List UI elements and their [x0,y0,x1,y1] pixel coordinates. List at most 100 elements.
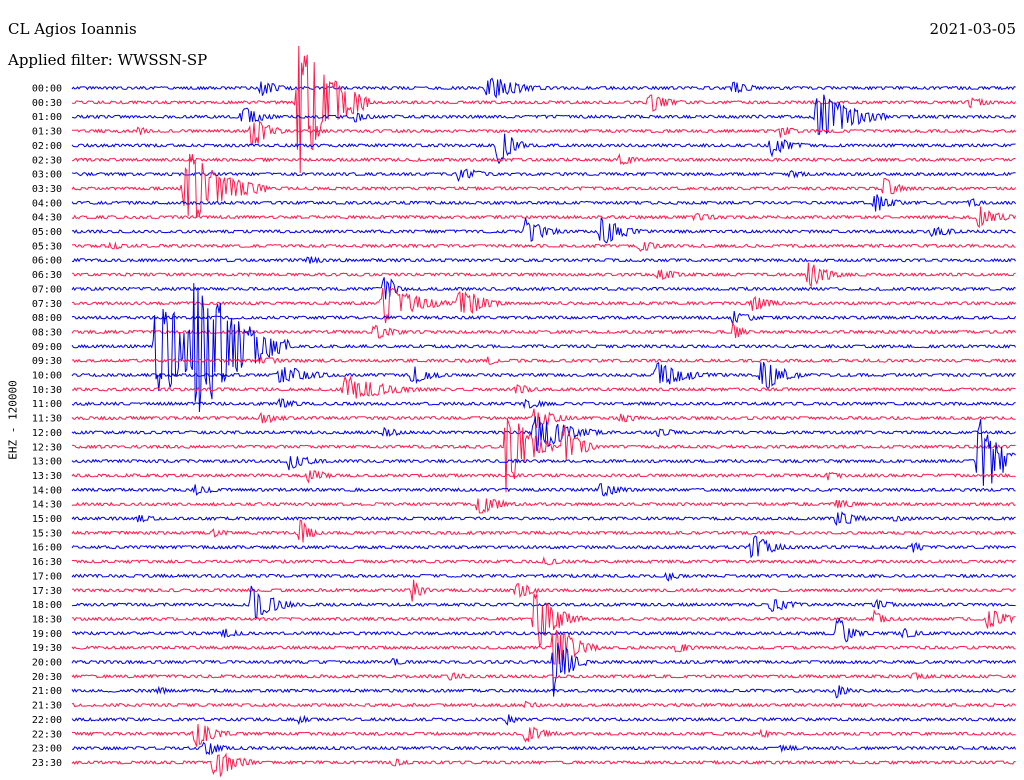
trace-line [71,77,1016,99]
time-label: 14:30 [32,500,62,511]
time-label: 19:00 [32,629,62,640]
time-label: 02:00 [32,141,62,152]
trace-line [71,45,1017,174]
time-label: 22:30 [32,729,62,740]
trace-line [71,579,1016,602]
time-label: 21:30 [32,701,62,712]
time-label: 01:00 [32,112,62,123]
time-label: 20:30 [32,672,62,683]
trace-line [71,361,1016,390]
trace-line [71,498,1016,514]
trace-line [71,256,1017,265]
trace-line [71,120,1016,146]
time-label: 20:00 [32,658,62,669]
trace-line [71,375,1016,399]
time-label: 09:30 [32,356,62,367]
trace-line [71,418,1016,493]
time-label: 21:00 [32,686,62,697]
trace-line [71,397,1016,410]
trace-line [71,194,1017,212]
time-label: 16:00 [32,543,62,554]
trace-line [71,206,1017,229]
time-label: 12:00 [32,428,62,439]
trace-line [71,672,1017,681]
time-label: 14:00 [32,485,62,496]
trace-line [71,593,1016,649]
trace-line [71,153,1016,166]
trace-line [72,585,1016,619]
trace-line [72,617,1017,643]
trace-line [71,408,1016,429]
station-title: CL Agios Ioannis [8,20,137,38]
time-label: 05:00 [32,227,62,238]
trace-line [71,241,1016,252]
trace-line [71,519,1016,543]
filter-label: Applied filter: WWSSN-SP [8,51,208,69]
time-label: 08:30 [32,327,62,338]
trace-line [71,723,1016,747]
trace-line [71,416,1016,452]
trace-line [71,262,1016,288]
time-label: 03:30 [32,184,62,195]
time-label: 00:00 [32,84,62,95]
trace-line [72,286,1016,323]
time-label: 05:30 [32,241,62,252]
trace-line [71,556,1016,566]
trace-line [71,482,1016,497]
time-label: 09:00 [32,342,62,353]
trace-line [71,217,1016,244]
trace-line [71,168,1016,183]
time-label: 13:00 [32,457,62,468]
trace-line [71,752,1016,778]
trace-line [71,310,1017,325]
time-label: 12:30 [32,442,62,453]
time-label: 17:30 [32,586,62,597]
trace-line [71,685,1016,699]
trace-line [71,321,1016,339]
trace-line [71,571,1016,582]
trace-line [71,741,1017,756]
time-label: 01:30 [32,127,62,138]
time-label: 10:00 [32,371,62,382]
date-label: 2021-03-05 [929,20,1016,38]
time-label: 06:30 [32,270,62,281]
time-label: 08:00 [32,313,62,324]
time-label: 11:30 [32,414,62,425]
trace-line [71,133,1016,165]
time-label: 13:30 [32,471,62,482]
time-label: 19:30 [32,643,62,654]
time-label: 15:30 [32,528,62,539]
trace-line [71,470,1016,484]
time-label: 16:30 [32,557,62,568]
trace-line [71,356,1017,365]
time-label: 02:30 [32,155,62,166]
time-label: 07:00 [32,284,62,295]
trace-line [71,511,1016,527]
time-label: 03:00 [32,170,62,181]
time-label: 17:00 [32,571,62,582]
trace-line [71,419,1016,486]
time-label: 15:00 [32,514,62,525]
time-label: 23:30 [32,758,62,769]
time-label: 04:30 [32,213,62,224]
trace-line [71,714,1017,726]
time-label: 00:30 [32,98,62,109]
time-label: 11:00 [32,399,62,410]
time-label: 18:30 [32,614,62,625]
trace-line [71,94,1017,135]
trace-line [71,535,1016,559]
trace-line [71,700,1016,709]
trace-line [71,642,1017,697]
time-label: 18:00 [32,600,62,611]
trace-line [71,277,1016,300]
trace-line [71,630,1016,666]
time-label: 10:30 [32,385,62,396]
trace-line [71,153,1017,218]
time-label: 06:00 [32,256,62,267]
time-label: 07:30 [32,299,62,310]
time-label: 04:00 [32,198,62,209]
time-label: 22:00 [32,715,62,726]
time-label: 23:00 [32,744,62,755]
trace-line [71,283,1017,413]
